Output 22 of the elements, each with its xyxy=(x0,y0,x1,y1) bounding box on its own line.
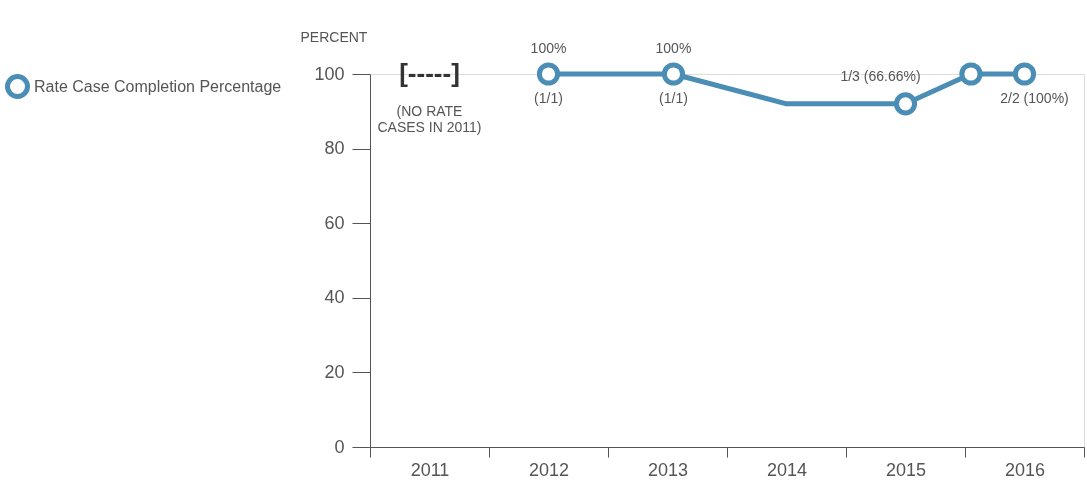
y-tick-label: 100 xyxy=(314,63,345,84)
y-tick-label: 60 xyxy=(324,212,345,233)
annotation: (NO RATE CASES IN 2011) xyxy=(377,103,482,135)
y-tick-label: 0 xyxy=(334,436,345,457)
x-tick-label: 2014 xyxy=(766,459,808,480)
y-tick-label: 20 xyxy=(324,361,345,382)
annotation: 1/3 (66.66%) xyxy=(840,67,921,84)
annotation: 2/2 (100%) xyxy=(1000,90,1069,106)
legend-label: Rate Case Completion Percentage xyxy=(34,77,282,95)
x-tick-label: 2012 xyxy=(528,459,570,480)
x-tick-label: 2011 xyxy=(410,459,450,480)
x-tick-label: 2016 xyxy=(1004,459,1046,480)
y-axis-title: PERCENT xyxy=(300,28,368,45)
y-tick-label: 80 xyxy=(324,138,345,159)
annotation: 100% xyxy=(655,40,692,56)
y-tick-label: 40 xyxy=(324,287,345,308)
annotation: [-----] xyxy=(399,58,460,88)
x-tick-label: 2013 xyxy=(647,459,689,480)
annotation: (1/1) xyxy=(534,90,563,106)
annotation: (1/1) xyxy=(659,90,688,106)
annotation: 100% xyxy=(530,40,567,56)
x-tick-label: 2015 xyxy=(885,459,927,480)
